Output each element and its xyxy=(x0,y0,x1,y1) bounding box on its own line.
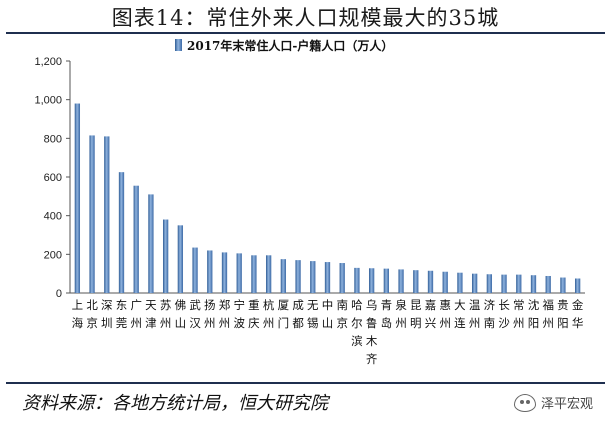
bar xyxy=(545,275,551,293)
x-tick-label: 佛山 xyxy=(175,298,187,330)
x-tick-label: 成都 xyxy=(292,298,304,330)
bar xyxy=(236,253,242,293)
bar xyxy=(574,278,581,293)
bar xyxy=(310,261,316,293)
x-tick-label: 乌鲁木齐 xyxy=(366,298,378,366)
y-tick-label: 400 xyxy=(44,211,62,223)
bar xyxy=(516,274,522,293)
bar xyxy=(324,262,331,293)
bar xyxy=(427,270,434,293)
x-tick-label: 嘉兴 xyxy=(425,298,437,330)
bar xyxy=(398,269,404,293)
bar xyxy=(74,103,81,294)
y-tick-label: 0 xyxy=(56,288,62,300)
bar xyxy=(104,136,110,293)
x-tick-label: 武汉 xyxy=(189,298,201,330)
bar xyxy=(413,270,419,293)
bar xyxy=(148,194,154,293)
bar xyxy=(560,277,566,293)
x-tick-label: 扬州 xyxy=(204,298,216,330)
watermark-text: 泽平宏观 xyxy=(540,397,593,412)
x-tick-label: 哈尔滨 xyxy=(351,298,363,348)
x-tick-label: 东莞 xyxy=(116,298,128,330)
bar xyxy=(471,273,478,293)
x-tick-label: 青岛 xyxy=(381,298,393,330)
bar xyxy=(280,259,287,293)
top-rule xyxy=(6,32,605,34)
bar xyxy=(383,268,390,293)
y-tick-label: 200 xyxy=(44,249,62,261)
bar xyxy=(295,260,301,293)
bottom-rule xyxy=(6,382,605,384)
x-tick-label: 杭州 xyxy=(263,298,275,330)
x-tick-label: 温州 xyxy=(469,298,481,330)
bar xyxy=(133,185,139,293)
y-tick-label: 1,000 xyxy=(34,95,62,107)
legend-label: 2017年末常住人口-户籍人口（万人） xyxy=(187,38,393,53)
x-tick-label: 常州 xyxy=(513,298,525,330)
x-tick-label: 沈阳 xyxy=(528,298,540,330)
chart-title: 图表14：常住外来人口规模最大的35城 xyxy=(111,6,500,30)
y-tick-label: 1,200 xyxy=(34,56,62,68)
x-tick-label: 郑州 xyxy=(219,298,231,330)
x-tick-label: 金华 xyxy=(572,298,584,330)
x-tick-label: 大连 xyxy=(454,298,466,330)
x-tick-label: 重庆 xyxy=(248,298,260,330)
bar xyxy=(251,255,257,293)
watermark: 泽平宏观 xyxy=(513,393,593,412)
x-tick-label: 福州 xyxy=(542,298,554,330)
bar xyxy=(368,268,375,293)
x-tick-label: 无锡 xyxy=(307,298,319,330)
x-tick-label: 昆明 xyxy=(410,298,422,330)
bar xyxy=(457,272,463,293)
bar xyxy=(354,267,360,293)
bar xyxy=(89,135,95,293)
bar xyxy=(118,172,125,293)
x-tick-label: 中山 xyxy=(322,298,334,330)
x-tick-label: 广州 xyxy=(130,298,142,330)
source-note: 资料来源：各地方统计局，恒大研究院 xyxy=(22,393,328,414)
bar xyxy=(442,271,448,293)
bar xyxy=(339,263,345,293)
x-tick-label: 贵阳 xyxy=(557,298,569,330)
bar xyxy=(177,225,184,293)
bar xyxy=(162,219,169,293)
x-tick-label: 天津 xyxy=(145,298,157,330)
x-tick-label: 苏州 xyxy=(160,298,172,330)
y-tick-label: 800 xyxy=(44,133,62,145)
bar xyxy=(530,275,537,293)
x-tick-label: 北京 xyxy=(86,298,98,330)
bar-chart: 0 200 400 600 800 1,000 1,200 上海北京深圳东莞广州天津苏州佛山… xyxy=(34,38,585,366)
x-tick-label: 厦门 xyxy=(278,298,290,330)
x-tick-label: 长沙 xyxy=(498,298,510,330)
x-tick-label: 惠州 xyxy=(439,298,451,330)
x-tick-label: 济南 xyxy=(484,298,496,330)
bar xyxy=(265,255,272,293)
legend-swatch xyxy=(175,39,182,51)
x-tick-label: 上海 xyxy=(72,298,84,330)
x-tick-label: 泉州 xyxy=(395,298,407,330)
x-tick-label: 南京 xyxy=(336,298,348,330)
bar xyxy=(207,250,213,293)
bar xyxy=(221,252,228,293)
x-tick-label: 深圳 xyxy=(101,298,113,330)
bar xyxy=(501,274,507,293)
wechat-icon xyxy=(513,393,536,412)
x-tick-label: 宁波 xyxy=(233,298,245,330)
y-tick-label: 600 xyxy=(44,172,62,184)
bar xyxy=(486,274,493,293)
bar xyxy=(192,247,198,293)
